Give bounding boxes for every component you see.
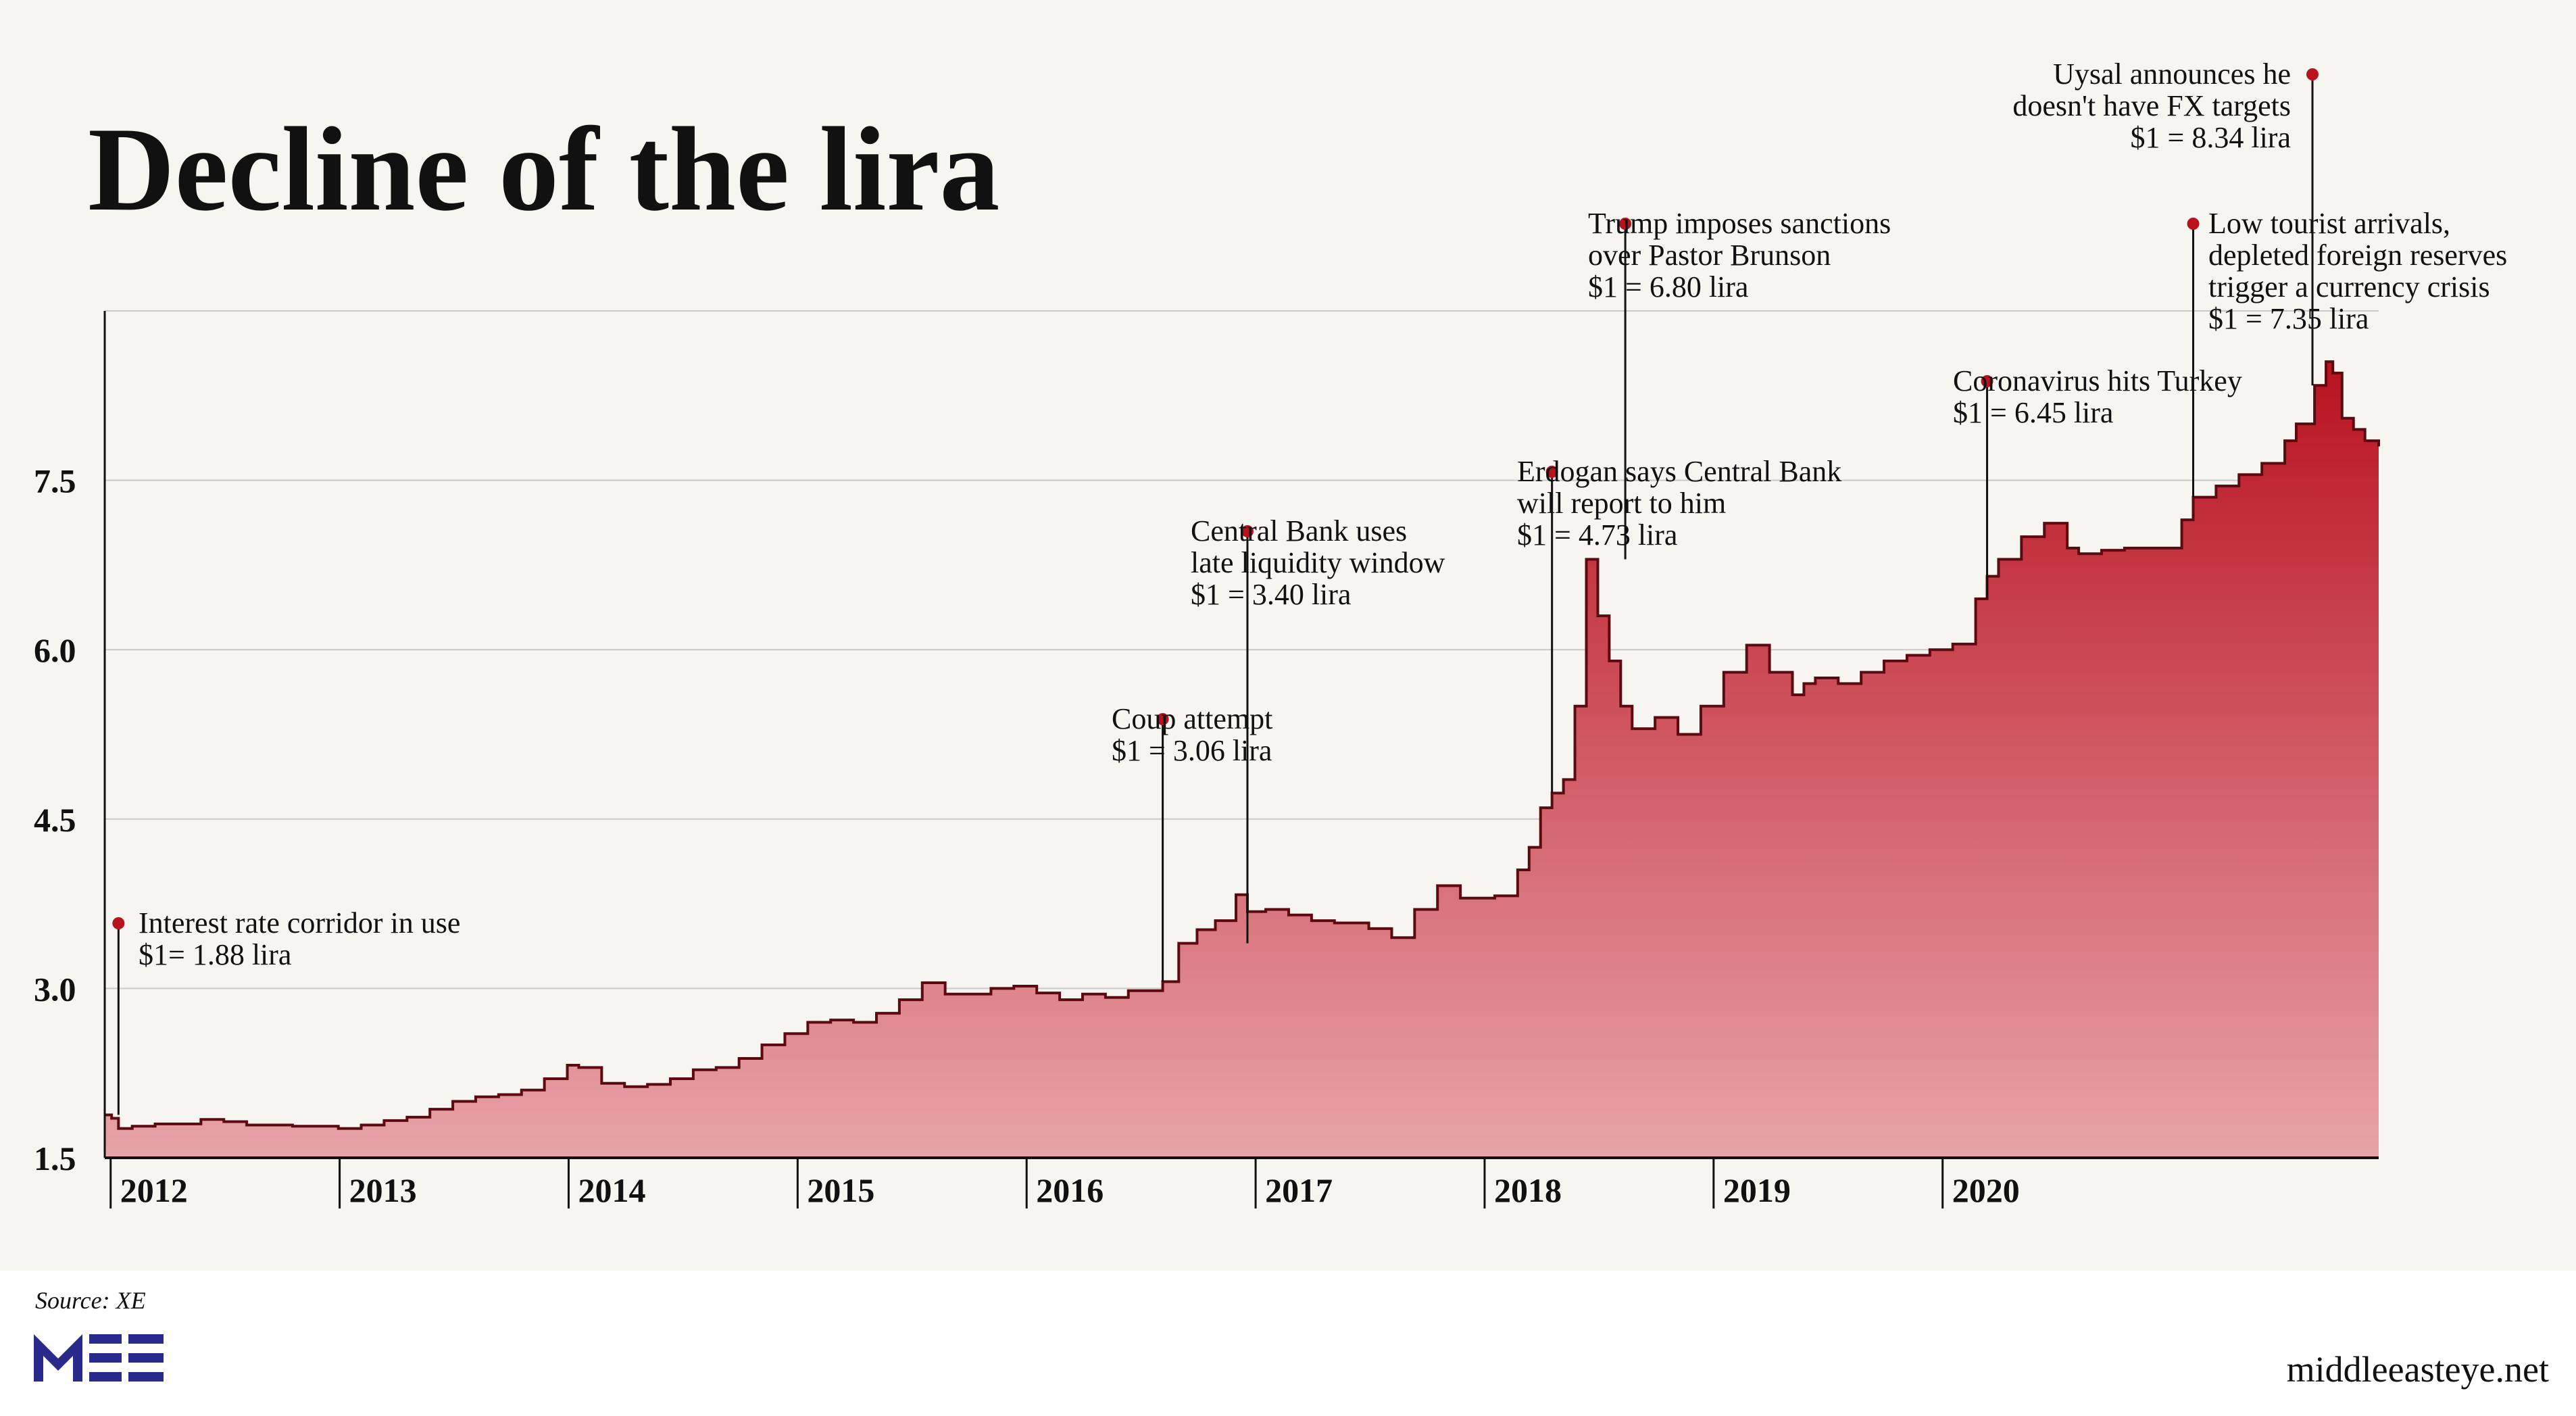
y-tick-label: 4.5: [34, 801, 76, 839]
annotation-dot: [112, 917, 125, 929]
site-url: middleeasteye.net: [2286, 1349, 2549, 1390]
annotation-text: $1 = 8.34 lira: [2131, 121, 2291, 154]
annotation-text: Central Bank uses: [1191, 514, 1407, 547]
annotation-text: trigger a currency crisis: [2208, 270, 2490, 303]
annotation-text: $1 = 4.73 lira: [1517, 518, 1677, 552]
y-tick-label: 3.0: [34, 970, 76, 1008]
x-tick-label: 2015: [807, 1171, 874, 1209]
annotation-text: $1 = 6.45 lira: [1953, 396, 2113, 429]
area-series: [105, 360, 2380, 1158]
x-tick-label: 2018: [1494, 1171, 1562, 1209]
annotation-text: $1 = 3.40 lira: [1191, 578, 1351, 611]
chart-title: Decline of the lira: [88, 102, 999, 236]
annotation-text: Low tourist arrivals,: [2208, 207, 2450, 240]
annotation-dot: [2187, 218, 2200, 230]
annotation-text: Uysal announces he: [2053, 57, 2291, 91]
annotation-text: $1 = 6.80 lira: [1588, 270, 1748, 303]
y-tick-label: 1.5: [34, 1140, 76, 1177]
x-tick-label: 2014: [578, 1171, 645, 1209]
annotation-text: $1= 1.88 lira: [139, 938, 291, 971]
y-tick-label: 7.5: [34, 462, 76, 500]
mee-logo: [31, 1330, 166, 1388]
series-line: [105, 360, 2380, 1130]
annotations: Interest rate corridor in use$1= 1.88 li…: [112, 57, 2507, 1115]
annotation-text: Coronavirus hits Turkey: [1953, 364, 2242, 397]
x-tick-label: 2020: [1952, 1171, 2020, 1209]
axes: 1.5 3.0 4.5 6.0 7.5 2012 2013 2014 2015 2016 2017 2…: [34, 311, 2379, 1209]
annotation-text: Trump imposes sanctions: [1588, 207, 1891, 240]
annotation-dot: [1619, 218, 1632, 230]
annotation-text: Erdogan says Central Bank: [1517, 455, 1841, 488]
annotation-text: $1 = 7.35 lira: [2208, 302, 2369, 335]
annotation-dot: [1545, 466, 1558, 478]
annotation-dot: [1241, 525, 1254, 537]
annotation-text: Interest rate corridor in use: [139, 906, 460, 939]
annotation-text: doesn't have FX targets: [2012, 89, 2291, 122]
y-tick-label: 6.0: [34, 631, 76, 669]
mee-logo-mark: [34, 1334, 164, 1382]
annotation-text: $1 = 3.06 lira: [1112, 734, 1272, 767]
annotation-text: late liquidity window: [1191, 546, 1445, 579]
annotation-text: depleted foreign reserves: [2208, 239, 2507, 272]
x-tick-label: 2016: [1036, 1171, 1104, 1209]
annotation-dot: [1981, 375, 1993, 387]
x-tick-label: 2019: [1723, 1171, 1791, 1209]
footer: [0, 1271, 2576, 1416]
annotation-text: over Pastor Brunson: [1588, 239, 1831, 272]
annotation-dot: [1156, 713, 1169, 725]
annotation-dot: [2306, 68, 2319, 80]
x-tick-label: 2017: [1265, 1171, 1333, 1209]
area-fill: [105, 362, 2379, 1158]
annotation-text: Coup attempt: [1112, 702, 1272, 735]
source-text: Source: XE: [35, 1287, 146, 1314]
annotation-text: will report to him: [1517, 487, 1726, 520]
x-tick-label: 2012: [120, 1171, 188, 1209]
x-tick-label: 2013: [349, 1171, 417, 1209]
